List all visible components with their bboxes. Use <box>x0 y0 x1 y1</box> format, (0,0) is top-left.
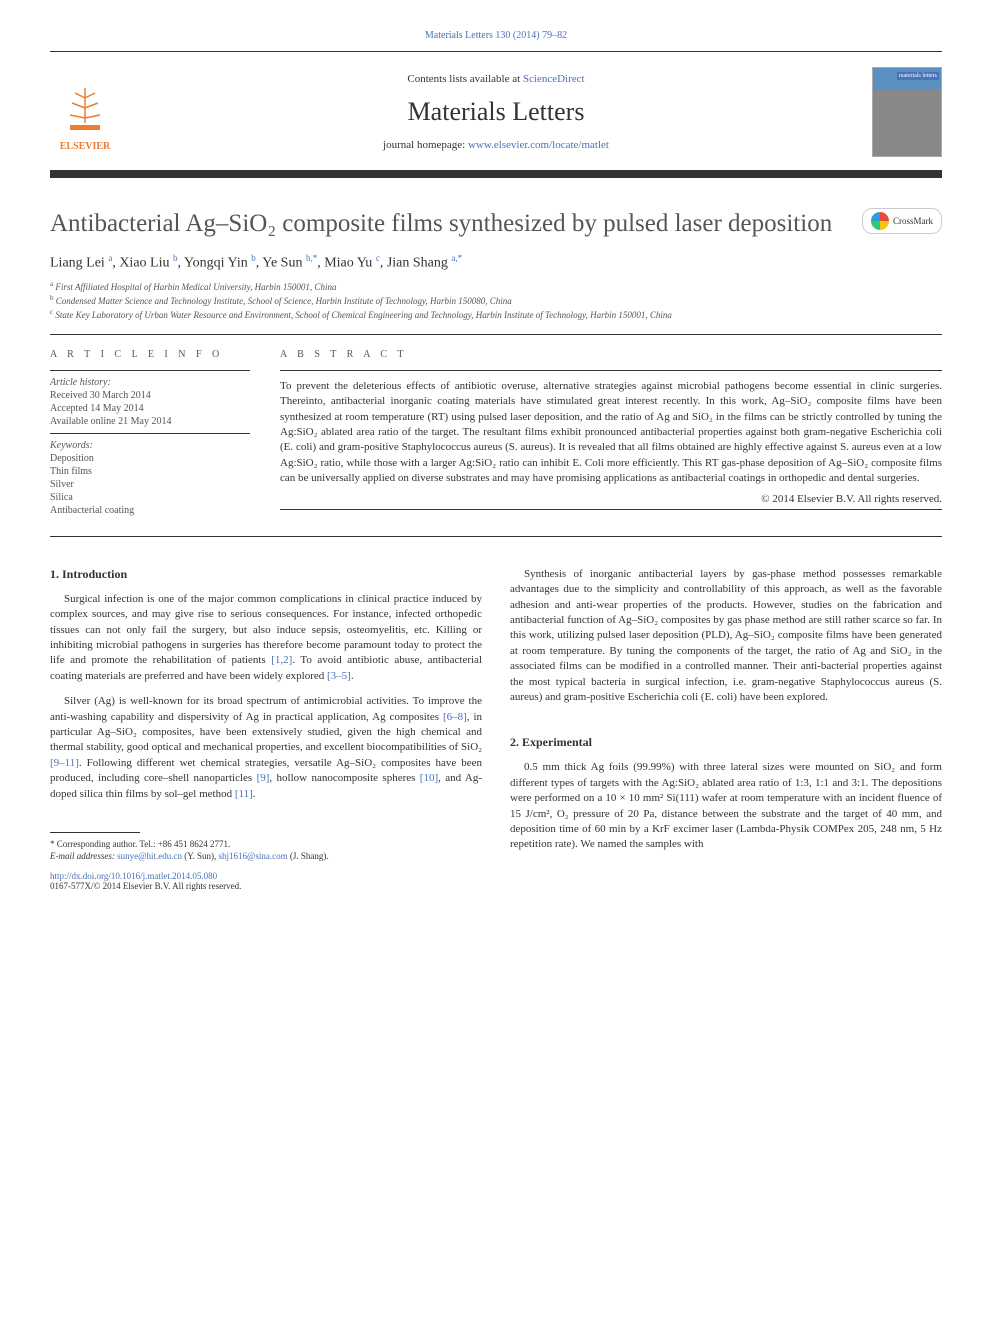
ref-link[interactable]: [10] <box>420 772 438 784</box>
header-citation: Materials Letters 130 (2014) 79–82 <box>50 30 942 41</box>
accepted-date: Accepted 14 May 2014 <box>50 403 250 414</box>
keyword: Deposition <box>50 453 250 464</box>
elsevier-tree-icon <box>60 83 110 141</box>
email-link-2[interactable]: shj1616@sina.com <box>219 851 288 861</box>
right-column: Synthesis of inorganic antibacterial lay… <box>510 567 942 891</box>
email-line: E-mail addresses: sunye@hit.edu.cn (Y. S… <box>50 851 482 861</box>
thick-rule <box>50 170 942 178</box>
elsevier-text: ELSEVIER <box>60 141 111 152</box>
ref-link[interactable]: [6–8] <box>443 711 467 723</box>
mid-rule-1 <box>50 334 942 335</box>
ref-link[interactable]: [3–5] <box>327 670 351 682</box>
crossmark-icon <box>871 212 889 230</box>
exp-para-1: 0.5 mm thick Ag foils (99.99%) with thre… <box>510 760 942 852</box>
crossmark-badge[interactable]: CrossMark <box>862 208 942 234</box>
keyword: Antibacterial coating <box>50 505 250 516</box>
homepage-link[interactable]: www.elsevier.com/locate/matlet <box>468 139 609 151</box>
affiliation: b Condensed Matter Science and Technolog… <box>50 294 942 306</box>
body-columns: 1. Introduction Surgical infection is on… <box>50 567 942 891</box>
ref-link[interactable]: [1,2] <box>271 654 292 666</box>
history-label: Article history: <box>50 377 250 388</box>
homepage-line: journal homepage: www.elsevier.com/locat… <box>120 139 872 151</box>
col2-para-1: Synthesis of inorganic antibacterial lay… <box>510 567 942 706</box>
abstract-text: To prevent the deleterious effects of an… <box>280 379 942 487</box>
keyword: Thin films <box>50 466 250 477</box>
intro-para-1: Surgical infection is one of the major c… <box>50 592 482 684</box>
authors-line: Liang Lei a, Xiao Liu b, Yongqi Yin b, Y… <box>50 253 942 272</box>
doi-link[interactable]: http://dx.doi.org/10.1016/j.matlet.2014.… <box>50 871 482 881</box>
journal-name: Materials Letters <box>120 97 872 127</box>
contents-line: Contents lists available at ScienceDirec… <box>120 73 872 85</box>
online-date: Available online 21 May 2014 <box>50 416 250 427</box>
article-info-box: A R T I C L E I N F O Article history: R… <box>50 349 250 518</box>
article-info-heading: A R T I C L E I N F O <box>50 349 250 360</box>
corresponding-author: * Corresponding author. Tel.: +86 451 86… <box>50 839 482 849</box>
abstract-box: A B S T R A C T To prevent the deleterio… <box>280 349 942 518</box>
affiliation: c State Key Laboratory of Urban Water Re… <box>50 308 942 320</box>
received-date: Received 30 March 2014 <box>50 390 250 401</box>
article-title: Antibacterial Ag–SiO₂ composite films sy… <box>50 208 862 239</box>
ref-link[interactable]: [9] <box>257 772 270 784</box>
journal-cover-thumbnail: materials letters <box>872 67 942 157</box>
cover-label: materials letters <box>897 72 939 80</box>
keyword: Silica <box>50 492 250 503</box>
keywords-label: Keywords: <box>50 440 250 451</box>
left-column: 1. Introduction Surgical infection is on… <box>50 567 482 891</box>
crossmark-label: CrossMark <box>893 216 933 226</box>
intro-heading: 1. Introduction <box>50 567 482 582</box>
experimental-heading: 2. Experimental <box>510 735 942 750</box>
ref-link[interactable]: [9–11] <box>50 757 79 769</box>
sciencedirect-link[interactable]: ScienceDirect <box>523 73 585 85</box>
full-rule <box>50 536 942 537</box>
keyword: Silver <box>50 479 250 490</box>
affiliation: a First Affiliated Hospital of Harbin Me… <box>50 280 942 292</box>
issn-line: 0167-577X/© 2014 Elsevier B.V. All right… <box>50 881 482 891</box>
email-link-1[interactable]: sunye@hit.edu.cn <box>117 851 182 861</box>
footnote-rule <box>50 832 140 833</box>
abstract-heading: A B S T R A C T <box>280 349 942 360</box>
elsevier-logo: ELSEVIER <box>50 72 120 152</box>
journal-header: ELSEVIER Contents lists available at Sci… <box>50 62 942 162</box>
top-rule <box>50 51 942 52</box>
ref-link[interactable]: [11] <box>235 788 253 800</box>
intro-para-2: Silver (Ag) is well-known for its broad … <box>50 694 482 802</box>
abstract-copyright: © 2014 Elsevier B.V. All rights reserved… <box>280 493 942 505</box>
